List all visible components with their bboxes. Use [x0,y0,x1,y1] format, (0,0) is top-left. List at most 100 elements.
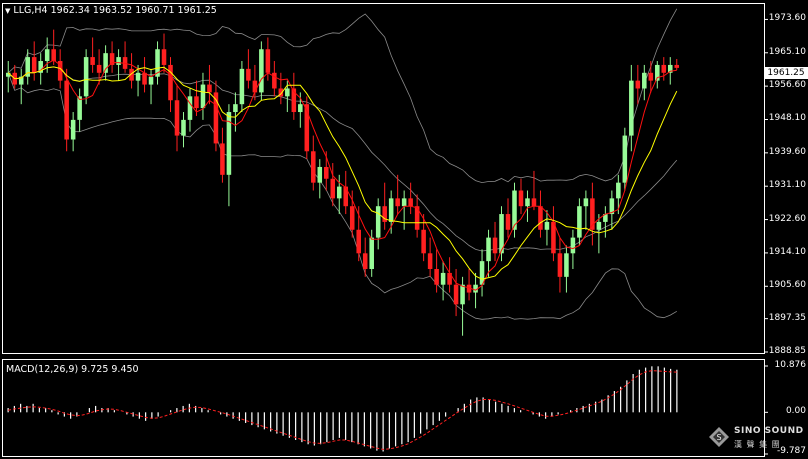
candle-body [64,80,69,140]
macd-label: MACD(12,26,9) 9.725 9.450 [6,364,139,375]
candle-body [362,253,368,270]
price-tick-label: 1939.60 [768,146,806,157]
candle-body [512,190,517,230]
candle-body [285,88,290,97]
candle-body [336,186,342,199]
macd-tick-label: 0.00 [785,406,806,417]
macd-series [7,366,678,452]
logo-text-en: SINO SOUND [734,426,804,436]
candle-body [375,206,381,238]
main-panel-border [2,3,765,354]
macd-signal-line [7,370,677,450]
macd-panel-border [2,359,765,457]
candle-body [440,272,446,285]
candle-body [174,100,180,136]
price-tick-label: 1914.10 [768,246,806,257]
candle-body [473,284,478,293]
price-tick-label: 1973.60 [768,13,806,24]
candle-body [278,88,284,97]
candle-body [57,61,63,81]
candle-body [356,229,361,254]
upper-band-line [7,8,678,184]
lower-band-line [7,72,678,320]
candle-body [129,68,134,81]
candle-body [518,190,524,207]
price-tick-label: 1897.35 [768,312,806,323]
candle-body [116,57,121,65]
macd-tick-label: -9.787 [776,446,806,456]
candle-body [408,198,413,207]
candle-body [31,57,37,73]
candle-body [667,64,673,73]
header-bar[interactable]: ▼ LLG,H4 1962.34 1963.52 1960.71 1961.25 [5,5,217,16]
candle-body [414,206,420,230]
candle-body [233,104,238,113]
candle-body [531,198,537,207]
candle-body [434,269,439,285]
candle-body [168,64,173,101]
candle-body [486,237,491,262]
candle-body [447,272,452,285]
candle-body [453,284,459,305]
candle-body [155,49,160,77]
candle-body [103,53,108,73]
candle-body [616,182,621,199]
candle-body [304,104,310,152]
candle-body [200,84,206,109]
price-tick-label: 1956.60 [768,80,806,91]
brand-logo: S SINO SOUND 漢 聲 集 團 [708,424,804,456]
price-tick-label: 1931.10 [768,180,806,191]
candle-body [505,214,511,230]
candle-body [395,198,400,207]
candle-body [272,72,277,89]
candle-body [109,53,115,65]
candle-body [265,49,271,73]
candle-body [382,206,387,222]
bollinger-bands [7,8,678,320]
candle-body [18,76,24,85]
candle-body [629,80,634,136]
candle-body [544,221,550,230]
candle-body [90,57,95,65]
candle-body [583,198,589,207]
candle-body [479,261,485,285]
menu-arrow-icon[interactable]: ▼ [5,7,11,15]
middle-band-line [7,66,678,252]
candle-body [194,96,199,109]
candle-body [538,206,543,230]
candle-body [38,61,43,73]
candlestick-series [5,29,680,336]
symbol-label: LLG,H4 [13,5,48,16]
ma-slow-line [7,66,678,280]
candle-body [161,49,167,65]
candle-body [77,96,82,120]
ohlc-values: 1962.34 1963.52 1960.71 1961.25 [50,5,217,16]
candle-body [655,64,660,81]
price-tick-label: 1905.60 [768,280,806,291]
logo-text-zh: 漢 聲 集 團 [734,440,781,449]
candle-body [525,198,530,207]
price-tick-label: 1888.85 [768,346,806,356]
candle-body [298,104,303,113]
candle-body [609,198,615,215]
price-tick-label: 1922.60 [768,213,806,224]
candle-body [661,64,667,73]
macd-tick-label: 10.876 [774,360,807,370]
moving-averages [7,59,678,291]
candle-body [96,64,102,73]
candle-body [369,237,374,270]
candle-body [220,143,225,175]
candle-body [622,135,628,183]
candle-body [648,72,654,81]
candle-body [577,206,582,238]
candle-body [213,92,219,144]
candle-body [427,253,433,270]
candle-body [207,84,212,93]
candle-body [135,72,141,81]
candle-body [603,214,608,222]
candle-body [343,186,349,207]
price-axis-ticks [764,18,768,455]
current-price-tag: 1961.25 [764,67,808,79]
candle-body [551,221,556,254]
